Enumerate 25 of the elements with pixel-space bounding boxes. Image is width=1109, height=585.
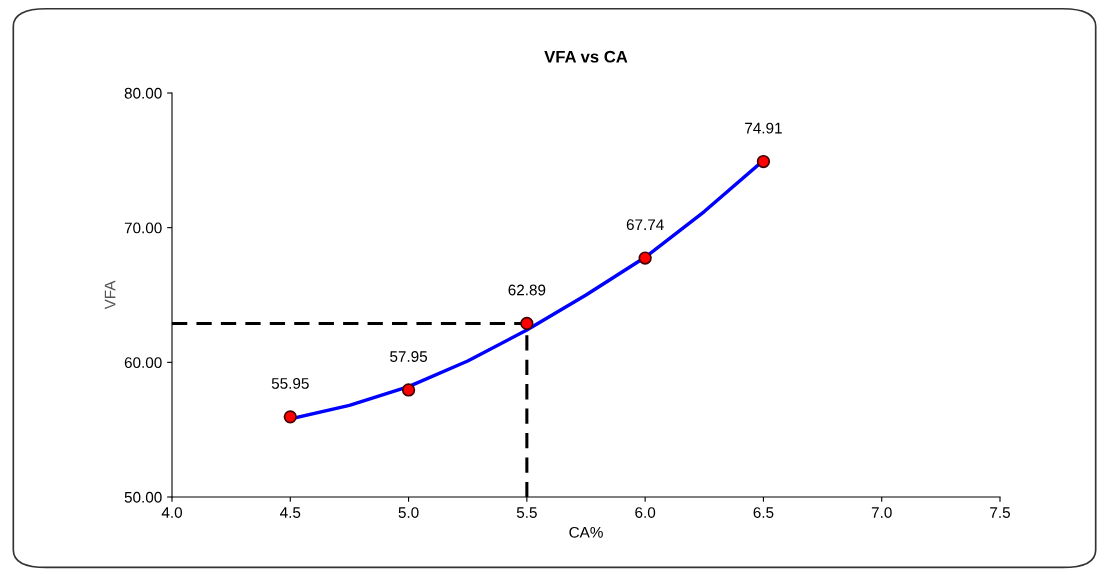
y-tick-label: 50.00 <box>124 491 162 503</box>
x-tick-label: 5.0 <box>398 507 419 518</box>
data-label: 57.95 <box>390 351 428 362</box>
point <box>638 251 652 265</box>
x-tick-label: 4.0 <box>161 507 183 518</box>
point <box>283 410 297 424</box>
data-label: 74.91 <box>745 122 782 134</box>
x-tick-label: 6.5 <box>753 507 774 518</box>
chart-title: VFA vs CA <box>544 50 628 63</box>
point <box>520 316 534 331</box>
y-axis-title: VFA <box>104 280 116 310</box>
x-tick-label: 7.5 <box>990 507 1010 518</box>
y-tick-label: 60.00 <box>124 357 162 369</box>
x-tick-label: 4.5 <box>280 507 301 518</box>
x-tick-label: 5.5 <box>516 507 537 518</box>
y-tick-label: 80.00 <box>124 87 162 99</box>
point <box>401 383 416 397</box>
x-tick-label: 6.0 <box>635 507 656 518</box>
data-label: 55.95 <box>271 378 309 389</box>
point <box>756 154 771 169</box>
data-label: 62.89 <box>508 284 546 296</box>
x-tick-label: 7.0 <box>871 507 892 518</box>
x-axis-title: CA% <box>569 526 603 538</box>
y-tick-label: 70.00 <box>124 222 162 234</box>
data-label: 67.74 <box>626 219 664 231</box>
